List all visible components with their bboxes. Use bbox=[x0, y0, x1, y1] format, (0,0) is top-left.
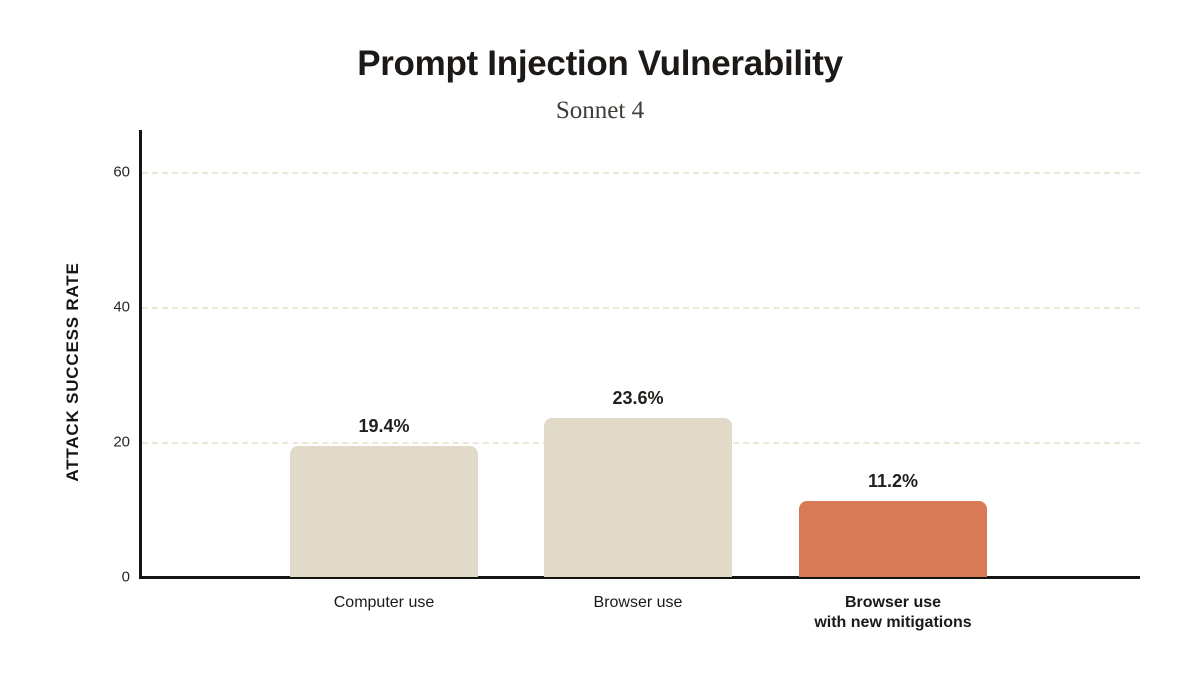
y-tick-0: 0 bbox=[121, 568, 130, 586]
chart-title: Prompt Injection Vulnerability bbox=[357, 44, 843, 83]
x-category-label-browser-use-with-new-mitigations: Browser use with new mitigations bbox=[814, 594, 972, 631]
y-tick-20: 20 bbox=[113, 433, 130, 451]
bar-browser-use-with-new-mitigations bbox=[799, 501, 987, 577]
gridline-60 bbox=[142, 172, 1140, 174]
gridline-40 bbox=[142, 307, 1140, 309]
x-axis-line bbox=[139, 576, 1140, 579]
y-tick-60: 60 bbox=[113, 163, 130, 181]
bar-browser-use bbox=[544, 417, 732, 577]
bar-value-label-computer-use: 19.4% bbox=[358, 416, 410, 437]
y-axis-line bbox=[139, 130, 142, 577]
bar-computer-use bbox=[290, 446, 478, 577]
y-axis-title: ATTACK SUCCESS RATE bbox=[63, 262, 82, 482]
x-category-label-browser-use: Browser use bbox=[593, 594, 683, 611]
bar-value-label-browser-use: 23.6% bbox=[612, 387, 664, 408]
bar-value-label-browser-use-with-new-mitigations: 11.2% bbox=[867, 471, 919, 492]
y-tick-40: 40 bbox=[113, 298, 130, 316]
x-category-label-computer-use: Computer use bbox=[333, 594, 435, 611]
chart-subtitle: Sonnet 4 bbox=[555, 97, 645, 124]
